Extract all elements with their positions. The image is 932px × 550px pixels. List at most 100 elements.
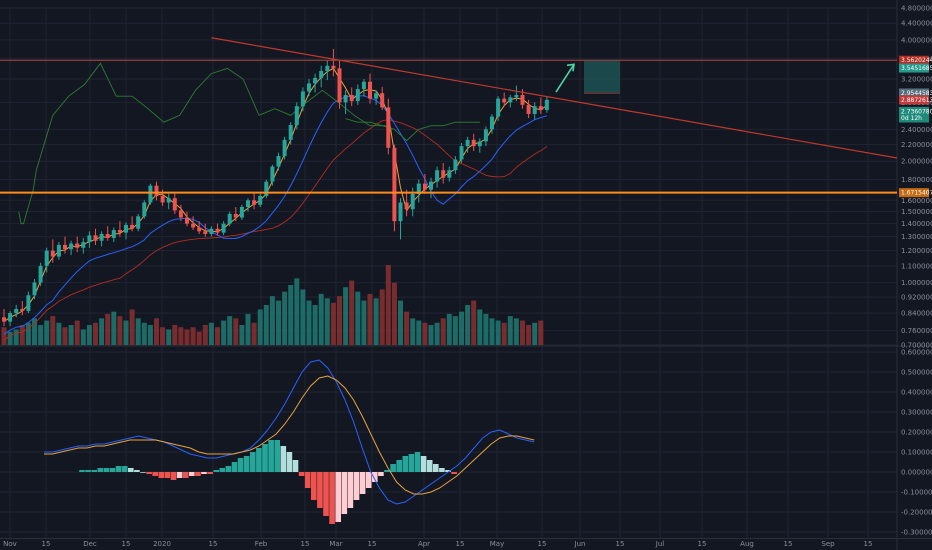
- lagging-span-line: [18, 62, 386, 225]
- candle-body: [465, 139, 470, 147]
- macd-histogram-bar: [109, 468, 116, 472]
- volume-bar: [477, 309, 483, 345]
- price-badge-text: 3.5620244: [901, 57, 932, 64]
- target-zone: [584, 60, 620, 94]
- candle-body: [81, 242, 86, 248]
- macd-histogram-bar: [274, 440, 280, 472]
- price-badge: [899, 113, 929, 123]
- candle-body: [111, 230, 116, 238]
- price-badge: [899, 106, 929, 116]
- volume-bar: [19, 325, 25, 345]
- candle-body: [233, 213, 238, 218]
- volume-bar: [178, 327, 184, 345]
- time-tick-label: Apr: [418, 540, 430, 548]
- candle-body: [227, 213, 232, 224]
- time-tick-label: 15: [42, 540, 51, 548]
- macd-histogram-bar: [414, 452, 421, 472]
- price-axis[interactable]: 4.80000004.40000004.00000003.60000003.20…: [901, 5, 932, 537]
- macd-histogram-bar: [372, 472, 378, 482]
- candle-body: [404, 202, 409, 210]
- candle-body: [185, 217, 189, 224]
- volume-bar: [294, 278, 300, 345]
- macd-histogram-bar: [243, 456, 250, 472]
- price-badge-text: 2.8872613: [901, 97, 932, 104]
- macd-histogram-bar: [158, 472, 165, 478]
- drawing-tools: [0, 37, 898, 194]
- macd-histogram-bar: [323, 472, 329, 516]
- candle-body: [252, 200, 257, 205]
- candle-body: [532, 106, 537, 114]
- volume-bar: [471, 300, 477, 345]
- time-axis[interactable]: Nov 15 Dec 15 2020 15 Feb 15 Mar 15 Apr 15 May 15 Jun 1…: [3, 540, 872, 548]
- volume-bar: [208, 322, 214, 345]
- macd-histogram-bar: [286, 452, 293, 472]
- time-tick-label: 15: [616, 540, 625, 548]
- forecast-arrow: [555, 63, 575, 93]
- candle-body: [514, 94, 519, 98]
- candle-body: [8, 313, 13, 322]
- time-tick-label: Sep: [821, 540, 835, 548]
- candle-body: [32, 282, 37, 296]
- volume-bar: [166, 329, 172, 345]
- candle-body: [124, 224, 128, 233]
- macd-histogram-bar: [402, 456, 409, 472]
- volume-bar: [202, 325, 208, 345]
- volume-bar: [459, 311, 464, 345]
- candle-body: [386, 107, 391, 148]
- macd-histogram-bar: [182, 472, 189, 478]
- volume-bar: [391, 282, 397, 345]
- macd-histogram-bar: [121, 466, 128, 472]
- price-badge: [899, 88, 929, 98]
- macd-histogram-bar: [335, 472, 341, 522]
- price-badge-text: 2.9544583: [901, 90, 932, 97]
- volume-bar: [428, 325, 434, 345]
- price-badge: [899, 188, 929, 198]
- volume-bar: [355, 291, 361, 345]
- price-tick-label: 2.2000000: [901, 141, 932, 149]
- volume-bar: [227, 316, 233, 345]
- volume-bar: [269, 296, 275, 345]
- time-tick-label: 2020: [153, 540, 171, 548]
- volume-bar: [215, 327, 220, 345]
- volume-bar: [538, 320, 544, 345]
- candle-body: [99, 233, 104, 241]
- macd-histogram-bar: [256, 448, 262, 472]
- candle-body: [288, 125, 293, 140]
- volume-bar: [282, 291, 288, 345]
- macd-histogram-bar: [189, 472, 195, 476]
- candle-body: [538, 106, 543, 111]
- volume-bars: [1, 265, 544, 345]
- macd-histogram-bar: [164, 472, 171, 478]
- candlesticks: [2, 48, 549, 327]
- price-tick-label: 2.0000000: [901, 158, 932, 166]
- volume-bar: [44, 320, 50, 345]
- macd-histogram-bar: [451, 472, 457, 474]
- volume-bar: [245, 313, 251, 345]
- macd-histogram-bar: [439, 468, 445, 472]
- macd-histogram-bar: [311, 472, 317, 500]
- macd-histogram-bar: [353, 472, 360, 500]
- price-tick-label: 4.0000000: [901, 36, 932, 44]
- candle-body: [526, 104, 531, 114]
- candle-body: [215, 228, 220, 233]
- volume-bar: [117, 316, 123, 345]
- volume-bar: [446, 313, 452, 345]
- candle-body: [44, 250, 49, 266]
- candle-body: [130, 224, 135, 229]
- volume-bar: [489, 318, 495, 345]
- volume-bar: [349, 280, 355, 345]
- macd-tick-label: 0.3000000: [901, 409, 932, 417]
- time-tick-label: 15: [122, 540, 131, 548]
- macd-histogram-bar: [433, 464, 439, 472]
- candle-body: [191, 223, 196, 228]
- macd-tick-label: 0.1000000: [901, 449, 932, 457]
- volume-bar: [526, 325, 532, 345]
- price-tick-label: 1.3000000: [901, 233, 932, 241]
- volume-bar: [111, 311, 117, 345]
- candle-body: [117, 230, 122, 233]
- candle-body: [20, 308, 25, 312]
- candle-body: [435, 170, 440, 182]
- candle-body: [508, 97, 513, 103]
- candle-body: [361, 81, 366, 90]
